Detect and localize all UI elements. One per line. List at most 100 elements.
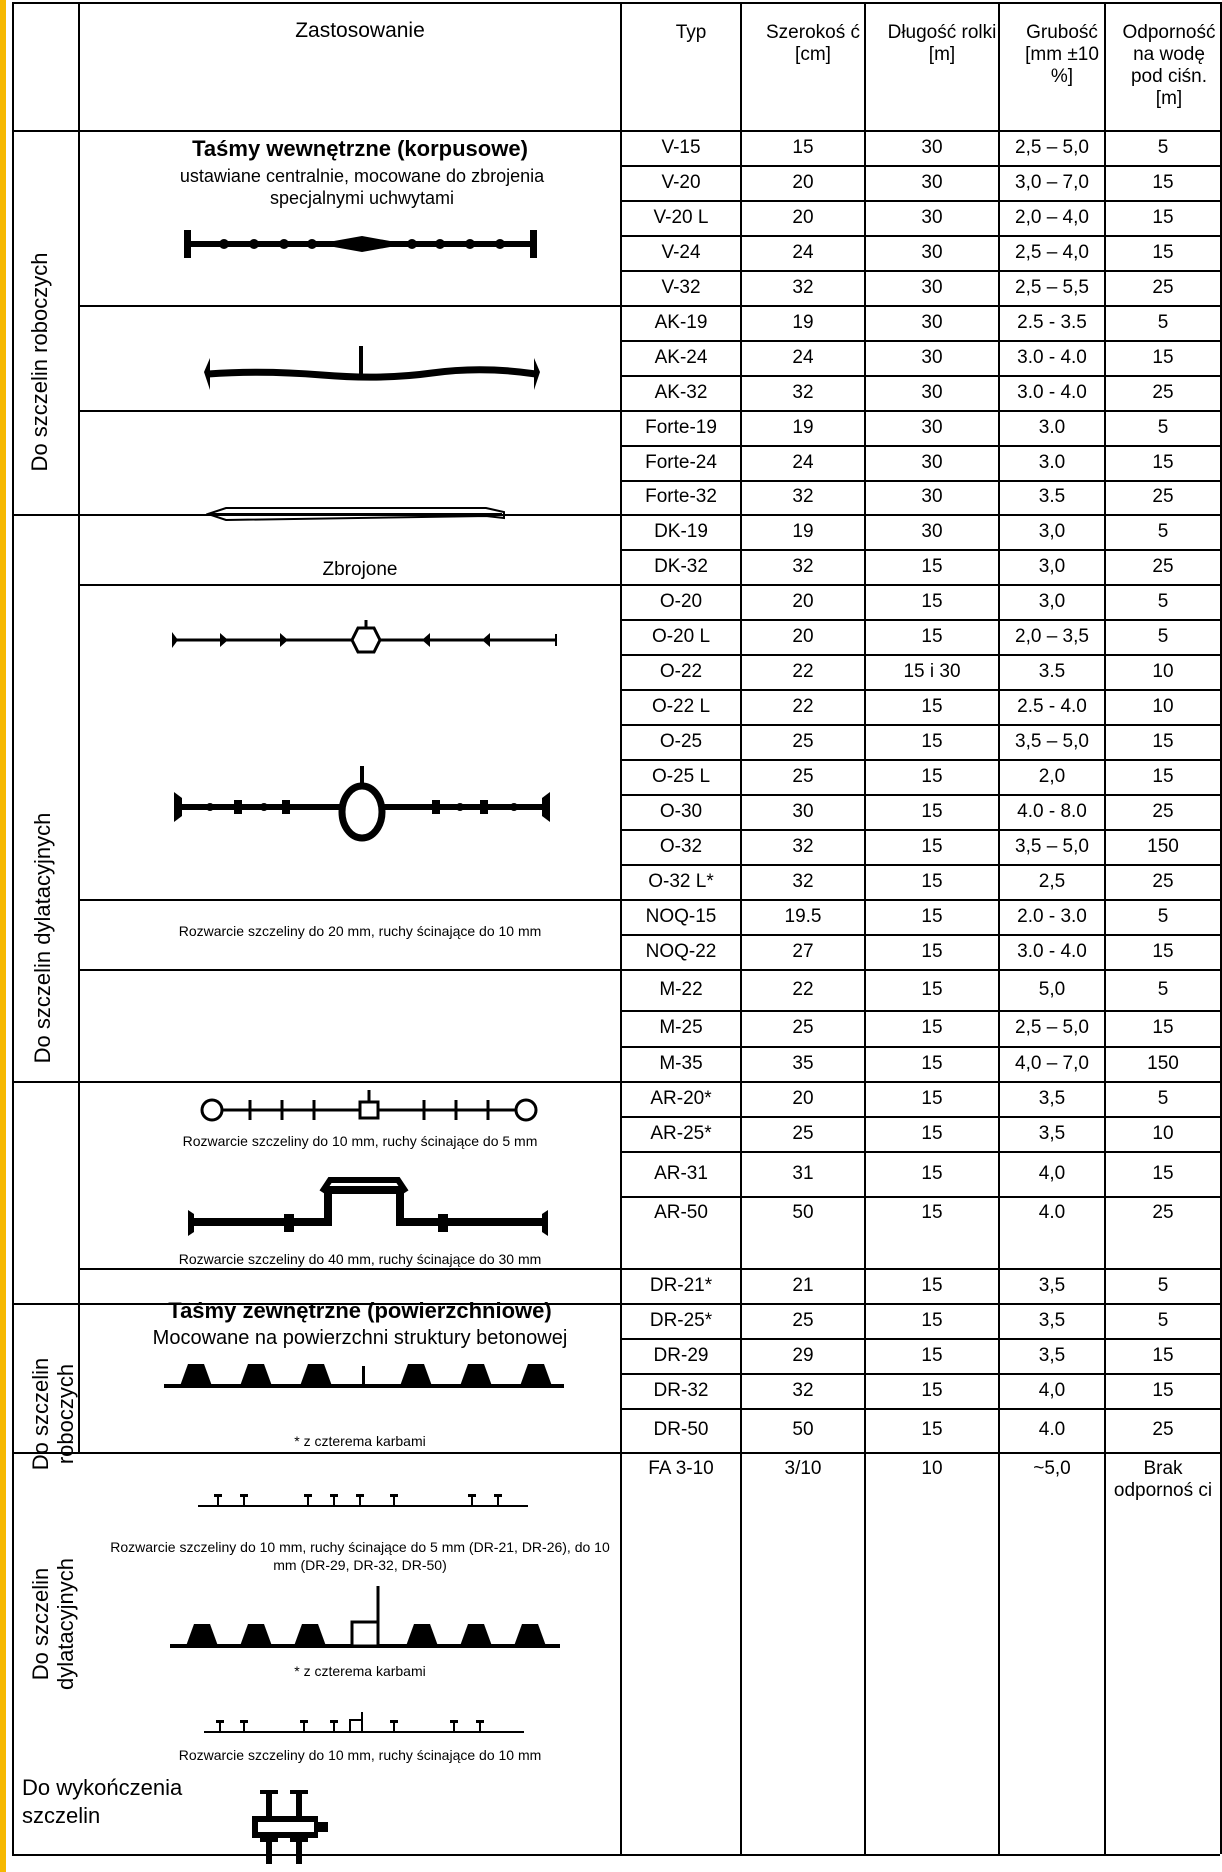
row-divider [620,270,1220,272]
caption-karby-1: * z czterema karbami [294,1432,426,1449]
cell-odp: 15 [1152,171,1174,193]
cell-szer: 50 [792,1419,814,1440]
cell-typ: DR-32 [653,1379,709,1401]
row-divider [620,1373,1220,1375]
cell-odp: 25 [1152,276,1174,298]
row-divider [620,689,1220,691]
cell-szer: 24 [792,241,814,263]
cell-typ: M-22 [659,978,703,1000]
cell-grub: 4.0 [1038,1419,1066,1440]
column-divider [998,2,1000,1854]
caption-dr50-note: Rozwarcie szczeliny do 10 mm, ruchy ścin… [178,1746,542,1763]
cell-dl: 15 [921,1419,943,1440]
cell-dl: 15 [921,835,943,857]
cell-dl: 15 [921,590,943,612]
header-dlugosc: Długość rolki [m] [887,22,997,65]
row-divider [620,445,1220,447]
column-divider [740,2,742,1854]
cell-odp: 15 [1152,206,1174,228]
cell-odp: 15 [1152,730,1174,752]
row-divider [620,235,1220,237]
cell-odp: 5 [1157,1309,1169,1331]
cell-dl: 15 [921,1122,943,1144]
profile-ar-tape-icon [164,1364,564,1388]
cell-grub: 3,5 [1038,1344,1066,1366]
caption-tasmy-wewnetrzne: Taśmy wewnętrzne (korpusowe) [192,136,528,161]
cell-typ: O-32 [659,835,703,857]
cell-szer: 25 [792,730,814,752]
group-divider [12,1452,78,1454]
cell-odp: 15 [1152,940,1174,962]
row-divider [620,514,1220,516]
group-divider [12,1303,78,1305]
cell-dl: 15 [921,870,943,892]
cell-grub: 3,0 [1038,520,1066,542]
cell-szer: 24 [792,346,814,368]
cell-dl: 30 [921,136,943,158]
cell-szer: 32 [792,870,814,892]
cell-typ: O-22 [659,660,703,682]
row-divider [620,1452,1220,1454]
cell-odp: 25 [1152,1419,1174,1440]
cell-typ: V-24 [661,241,701,263]
cell-odp: 5 [1157,905,1169,927]
cell-szer: 31 [792,1162,814,1184]
cell-dl: 15 [921,1274,943,1296]
section-divider [78,130,620,132]
column-divider [1104,2,1106,1854]
cell-typ: O-32 L* [648,870,714,892]
row-divider [620,724,1220,726]
cell-typ: M-35 [659,1052,703,1074]
cell-szer: 32 [792,555,814,577]
group-label-robocze: Do szczelin roboczych [27,252,52,472]
row-divider [620,375,1220,377]
header-top-border [12,2,1220,4]
cell-typ: AR-50 [654,1202,708,1223]
cell-dl: 30 [921,416,943,438]
cell-odp: 150 [1147,1052,1179,1074]
row-divider [620,1081,1220,1083]
cell-odp: 5 [1157,520,1169,542]
cell-dl: 15 [921,555,943,577]
row-divider [620,1268,1220,1270]
cell-typ: AR-25* [650,1122,712,1144]
cell-typ: V-32 [661,276,701,298]
group-divider [12,514,78,516]
cell-szer: 21 [792,1274,814,1296]
cell-dl: 15 [921,905,943,927]
row-divider [620,165,1220,167]
cell-szer: 27 [792,940,814,962]
cell-szer: 20 [792,206,814,228]
profile-dk-tape-icon [172,620,557,654]
cell-typ: DK-32 [654,555,708,577]
cell-szer: 50 [792,1202,814,1223]
cell-dl: 15 [921,625,943,647]
column-divider [864,2,866,1854]
row-divider [620,1408,1220,1410]
caption-dr-note: Rozwarcie szczeliny do 10 mm, ruchy ścin… [110,1539,610,1573]
cell-szer: 19 [792,520,814,542]
cell-typ: Forte-19 [645,416,717,438]
profile-o-tape-icon [174,766,550,842]
cell-odp: 15 [1152,451,1174,473]
cell-grub: 3,5 [1038,1274,1066,1296]
cell-typ: NOQ-22 [645,940,717,962]
cell-szer: 22 [792,978,814,1000]
cell-odp: 25 [1152,870,1174,892]
cell-typ: AK-32 [654,381,708,403]
cell-dl: 15 [921,1344,943,1366]
cell-typ: FA 3-10 [648,1458,714,1479]
cell-dl: 30 [921,276,943,298]
cell-odp: 5 [1157,136,1169,158]
row-divider [620,410,1220,412]
row-divider [620,340,1220,342]
row-divider [620,305,1220,307]
row-divider [620,1116,1220,1118]
cell-grub: 3,5 – 5,0 [1015,835,1089,857]
cell-odp: 25 [1152,1202,1174,1223]
caption-zbrojone: Zbrojone [322,559,398,580]
cell-dl: 30 [921,311,943,333]
column-divider [12,2,14,1854]
cell-odp: 5 [1157,1274,1169,1296]
row-divider [620,899,1220,901]
